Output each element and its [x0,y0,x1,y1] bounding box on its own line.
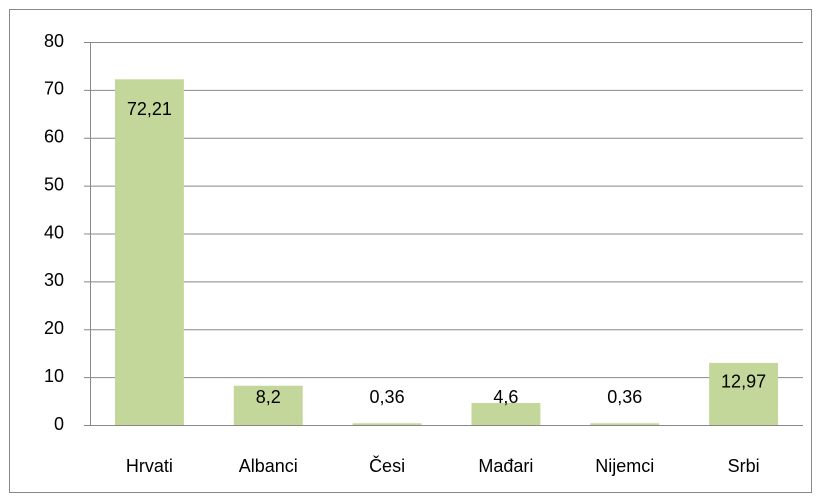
data-label: 72,21 [127,99,172,119]
y-tick-label: 70 [44,79,64,99]
bar [471,402,541,425]
y-tick-label: 0 [54,414,64,434]
y-tick-label: 40 [44,222,64,242]
data-label: 0,36 [607,387,642,407]
data-label: 4,6 [493,387,518,407]
data-label: 8,2 [256,387,281,407]
x-tick-label: Hrvati [126,456,173,476]
y-tick-label: 60 [44,127,64,147]
bar [709,362,779,425]
bar [233,385,303,425]
x-tick-label: Nijemci [595,456,654,476]
bar [590,423,660,425]
x-tick-label: Srbi [728,456,760,476]
y-tick-label: 80 [44,31,64,51]
y-tick-label: 30 [44,270,64,290]
x-tick-label: Albanci [239,456,298,476]
bar [352,423,422,425]
y-tick-label: 50 [44,174,64,194]
y-tick-label: 20 [44,318,64,338]
data-label: 0,36 [370,387,405,407]
data-label: 12,97 [721,372,766,392]
x-tick-label: Česi [369,455,405,476]
x-tick-label: Mađari [478,456,533,476]
y-tick-label: 10 [44,366,64,386]
bar [114,79,184,426]
